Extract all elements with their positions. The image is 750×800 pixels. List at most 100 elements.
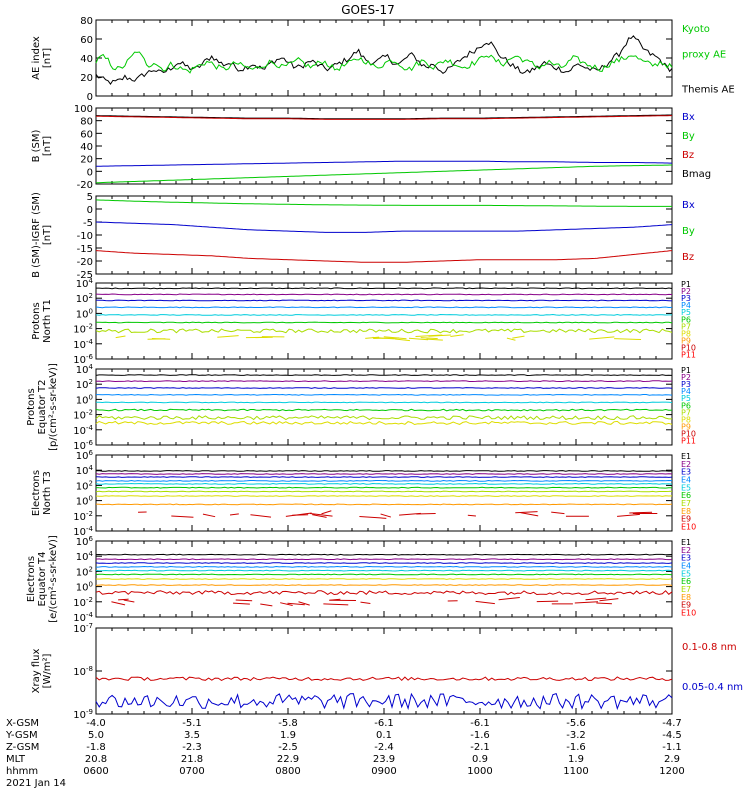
x-axis-value: 1000 <box>467 766 492 777</box>
series-segment <box>394 338 410 342</box>
series-segment <box>217 335 239 338</box>
y-tick-label: -25 <box>77 270 93 281</box>
series-segment <box>260 603 273 607</box>
legend-entry: E10 <box>681 523 696 532</box>
y-axis-label: North T3 <box>42 471 53 515</box>
legend-entry: Bmag <box>682 169 711 180</box>
legend-entry: E7 <box>681 585 691 594</box>
legend-entry: E2 <box>681 460 691 469</box>
legend-entry: P10 <box>681 430 696 439</box>
legend-entry: E2 <box>681 546 691 555</box>
y-axis-label: Electrons <box>31 470 42 516</box>
series-segment <box>118 598 129 601</box>
series-segment <box>520 512 539 517</box>
y-tick-label: 10-2 <box>73 596 93 609</box>
y-tick-label: 104 <box>76 363 94 376</box>
series-line <box>96 393 673 396</box>
series-line <box>95 321 673 324</box>
series-segment <box>111 601 126 606</box>
x-axis-value: -1.6 <box>470 730 490 741</box>
x-axis-value: -2.5 <box>278 742 298 753</box>
legend-entry: Bx <box>682 200 695 211</box>
y-axis-label: [nT] <box>42 136 53 156</box>
legend-entry: P5 <box>681 394 691 403</box>
legend-entry: E3 <box>681 554 691 563</box>
legend-entry: P4 <box>681 387 691 396</box>
legend-entry: Themis AE <box>681 85 735 96</box>
legend-entry: E9 <box>681 601 691 610</box>
y-axis-label: AE index <box>31 36 42 80</box>
x-axis-value: 3.5 <box>184 730 200 741</box>
legend-entry: 0.05-0.4 nm <box>682 682 743 693</box>
series-line <box>95 408 673 412</box>
y-tick-label: 10-8 <box>73 665 93 678</box>
y-tick-label: 20 <box>80 155 93 166</box>
series-segment <box>416 512 436 515</box>
series-line <box>95 250 673 263</box>
y-axis-label: Equator T2 <box>37 380 48 435</box>
y-tick-label: 100 <box>76 393 93 406</box>
series-segment <box>359 515 387 519</box>
y-tick-label: 10-2 <box>73 409 93 422</box>
series-segment <box>498 596 520 601</box>
series-line <box>95 479 673 482</box>
y-tick-label: 10-4 <box>73 424 93 437</box>
y-tick-label: 102 <box>76 292 93 305</box>
series-segment <box>551 511 565 515</box>
series-line <box>95 584 673 587</box>
legend-entry: E1 <box>681 538 691 547</box>
y-axis-label: Protons <box>26 388 37 425</box>
series-line <box>96 287 673 290</box>
y-axis-label: Xray flux <box>31 649 42 694</box>
x-axis-value: 2.9 <box>664 754 680 765</box>
series-line <box>95 476 673 478</box>
y-axis-label: [W/m²] <box>42 653 53 688</box>
series-segment <box>321 510 332 515</box>
series-segment <box>589 336 615 340</box>
x-axis-value: -3.2 <box>566 730 586 741</box>
y-tick-label: 0 <box>87 167 93 178</box>
series-line <box>95 115 672 120</box>
x-axis-value: 1100 <box>563 766 588 777</box>
series-segment <box>467 514 476 517</box>
y-tick-label: 102 <box>76 479 93 492</box>
series-line <box>95 470 673 472</box>
y-tick-label: 60 <box>80 129 93 140</box>
y-tick-label: 0 <box>87 92 93 103</box>
y-axis-label: B (SM)-IGRF (SM) <box>31 192 42 278</box>
series-line <box>95 590 673 596</box>
series-line <box>95 380 673 383</box>
series-line <box>95 503 673 506</box>
y-axis-label: North T1 <box>42 299 53 343</box>
legend-entry: E8 <box>681 507 691 516</box>
series-segment <box>506 337 516 341</box>
x-axis-value: -1.6 <box>566 742 586 753</box>
y-tick-label: 102 <box>76 378 93 391</box>
series-segment <box>415 334 443 337</box>
series-segment <box>512 335 525 339</box>
series-line <box>95 160 672 167</box>
legend-entry: P8 <box>681 415 691 424</box>
panel-frame <box>95 627 673 715</box>
x-axis-value: -2.4 <box>374 742 394 753</box>
x-axis-value: 21.8 <box>181 754 203 765</box>
legend-entry: By <box>682 226 695 237</box>
legend-entry: E10 <box>681 609 696 618</box>
panel-bdiff: -25 -20 -15 -10 -5 0 5 B (SM)-IGRF (SM) [nT] Bx By… <box>31 192 695 281</box>
x-axis-value: -2.1 <box>470 742 490 753</box>
series-segment <box>123 599 135 603</box>
y-tick-label: 0 <box>87 205 93 216</box>
legend-entry: P8 <box>681 329 691 338</box>
series-segment <box>312 514 327 518</box>
legend-entry: P6 <box>681 315 691 324</box>
series-line <box>95 401 673 404</box>
y-tick-label: 80 <box>80 117 93 128</box>
series-segment <box>585 597 607 601</box>
legend-entry: Kyoto <box>682 24 710 35</box>
series-line <box>95 495 673 497</box>
